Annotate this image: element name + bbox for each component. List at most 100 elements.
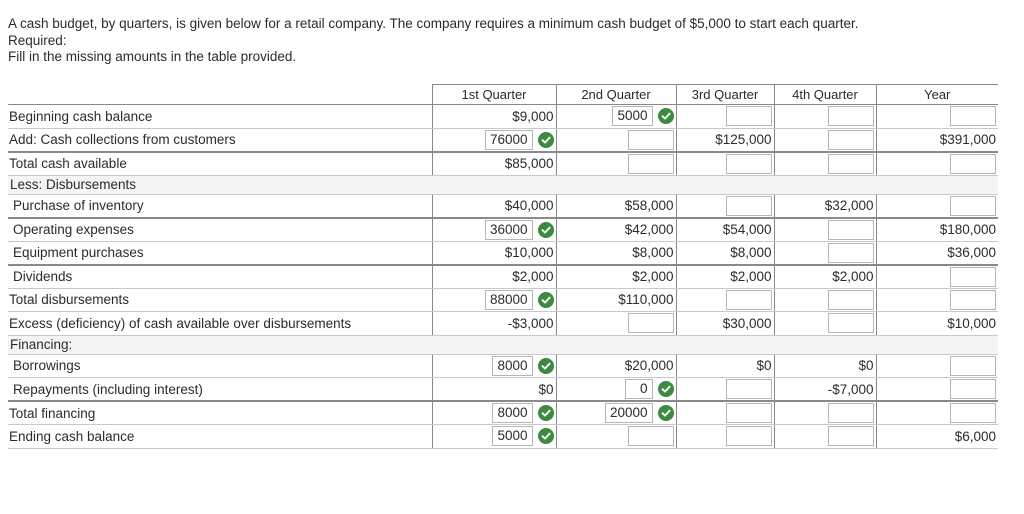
header-q3: 3rd Quarter [675, 84, 774, 105]
answer-input[interactable]: 76000 [484, 129, 533, 150]
cell-content: $9,000 [435, 109, 553, 124]
answer-input[interactable] [827, 106, 874, 127]
cell-value: $2,000 [632, 269, 674, 284]
cell-q1: 88000 [431, 288, 556, 312]
cell-q2: $110,000 [555, 288, 676, 312]
answer-input[interactable] [950, 266, 996, 287]
cell-content: $10,000 [879, 316, 996, 331]
check-circle-icon [657, 108, 674, 125]
answer-input[interactable]: 8000 [492, 403, 533, 423]
row-label: Total financing [8, 401, 432, 425]
answer-input[interactable] [725, 426, 772, 447]
header-q4: 4th Quarter [773, 84, 876, 105]
answer-input[interactable] [627, 313, 674, 334]
section-label: Less: Disbursements [8, 175, 998, 195]
answer-input[interactable]: 20000 [604, 403, 653, 423]
row-label: Purchase of inventory [8, 194, 432, 219]
header-q2: 2nd Quarter [555, 84, 676, 105]
cell-q2: 20000 [555, 401, 676, 425]
answer-input[interactable] [827, 242, 874, 263]
answer-input[interactable] [950, 195, 996, 216]
table-row: Repayments (including interest) $0 0 -$7,00… [8, 377, 998, 402]
answer-input[interactable] [827, 313, 874, 334]
cell-year [875, 354, 998, 378]
answer-input[interactable] [627, 129, 674, 150]
answer-input[interactable] [950, 106, 996, 127]
cell-content [879, 403, 996, 423]
cell-q2: $20,000 [555, 354, 676, 378]
cell-content [879, 379, 996, 399]
answer-input[interactable] [827, 129, 874, 150]
cell-content: $54,000 [679, 222, 772, 237]
header-year: Year [875, 84, 998, 105]
answer-input[interactable]: 36000 [484, 219, 533, 240]
cell-content [559, 426, 674, 447]
answer-input[interactable] [627, 153, 674, 174]
cell-q3 [675, 424, 774, 449]
answer-input[interactable] [725, 289, 772, 310]
cell-content: $40,000 [435, 198, 554, 213]
answer-input[interactable] [827, 289, 874, 310]
cell-year: $180,000 [875, 217, 998, 242]
answer-input[interactable] [950, 289, 996, 310]
row-label: Add: Cash collections from customers [8, 128, 432, 153]
answer-input[interactable]: 5000 [492, 426, 533, 447]
cell-q1: $9,000 [431, 104, 556, 129]
cell-q1: $85,000 [431, 151, 556, 176]
cell-q4 [773, 424, 876, 449]
answer-input[interactable] [725, 379, 772, 399]
row-label: Total disbursements [8, 288, 432, 312]
cell-q2 [555, 424, 676, 449]
answer-input[interactable] [950, 355, 996, 376]
cell-content [679, 403, 772, 423]
cell-content: 36000 [435, 219, 554, 240]
table-row: Excess (deficiency) of cash available ov… [8, 311, 998, 336]
answer-input[interactable] [725, 195, 772, 216]
cell-content: $2,000 [559, 269, 674, 284]
answer-input[interactable] [725, 153, 772, 174]
cell-q2: $2,000 [555, 264, 676, 289]
answer-input[interactable] [827, 153, 874, 174]
answer-input[interactable] [950, 153, 996, 174]
answer-input[interactable] [725, 403, 772, 423]
cell-content: $2,000 [435, 269, 553, 284]
answer-input[interactable] [827, 426, 874, 447]
cell-q4: -$7,000 [773, 377, 876, 402]
answer-input[interactable] [950, 379, 996, 399]
cell-year [875, 194, 998, 219]
cell-value: $110,000 [618, 292, 674, 308]
cell-content: $391,000 [879, 132, 996, 147]
check-circle-icon [537, 357, 554, 374]
cell-q3: $8,000 [675, 241, 774, 266]
row-label: Dividends [8, 264, 432, 289]
cell-content [777, 313, 874, 334]
cell-q4 [773, 104, 876, 129]
cell-q4 [773, 151, 876, 176]
answer-input[interactable] [627, 426, 674, 447]
table-row: Purchase of inventory $40,000 $58,000 $32,0… [8, 194, 998, 219]
answer-input[interactable]: 0 [624, 379, 653, 399]
answer-input[interactable] [950, 403, 996, 423]
cell-content: 20000 [559, 403, 674, 423]
answer-input[interactable]: 5000 [612, 106, 653, 127]
cell-content [679, 195, 772, 216]
table-row: Total disbursements 88000 $110,000 [8, 288, 998, 312]
cell-value: $85,000 [504, 156, 554, 171]
cell-q3 [675, 194, 774, 219]
cell-content [879, 289, 996, 310]
answer-input[interactable]: 8000 [492, 355, 533, 376]
cell-q2: $42,000 [555, 217, 676, 242]
cell-content: $0 [435, 382, 553, 397]
answer-input[interactable] [725, 106, 772, 127]
cell-content [879, 153, 996, 174]
cell-q1: $0 [431, 377, 556, 402]
answer-input[interactable] [827, 219, 874, 240]
answer-input[interactable] [827, 403, 874, 423]
cell-content: $42,000 [559, 222, 674, 237]
answer-input[interactable]: 88000 [484, 289, 533, 310]
cell-value: $0 [858, 358, 874, 374]
required-label: Required: [8, 32, 67, 48]
cell-q1: $10,000 [431, 241, 556, 266]
cell-q3: $0 [675, 354, 774, 378]
cell-value: $125,000 [715, 132, 772, 147]
